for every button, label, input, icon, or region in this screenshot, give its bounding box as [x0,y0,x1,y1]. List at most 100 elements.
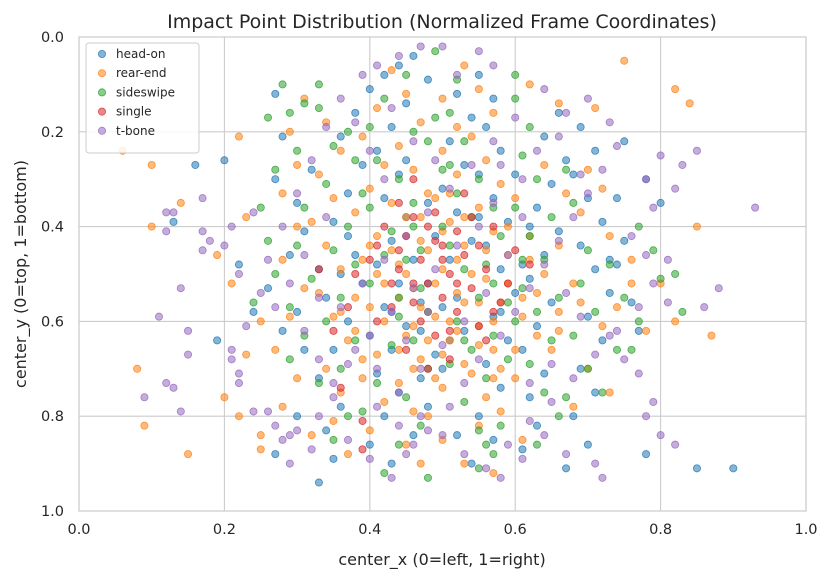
data-point [285,431,294,440]
data-point [489,345,498,354]
data-point [576,298,585,307]
data-point [445,108,454,117]
data-point [329,416,338,425]
data-point [278,402,287,411]
data-point [569,279,578,288]
data-point [213,336,222,345]
data-point [431,208,440,217]
data-point [460,241,469,250]
data-point [423,137,432,146]
data-point [453,189,462,198]
data-point [394,142,403,151]
data-point [322,317,331,326]
data-point [431,279,440,288]
data-point [256,431,265,440]
data-point [293,307,302,316]
data-point [525,274,534,283]
data-point [322,426,331,435]
data-point [365,184,374,193]
data-point [489,198,498,207]
data-point [271,450,280,459]
data-point [503,251,512,260]
data-point [373,104,382,113]
data-point [365,241,374,250]
data-point [431,331,440,340]
data-point [663,298,672,307]
data-point [402,232,411,241]
data-point [307,165,316,174]
data-point [729,464,738,473]
data-point [547,360,556,369]
data-point [453,227,462,236]
data-point [249,307,258,316]
data-point [380,412,389,421]
data-point [649,397,658,406]
data-point [220,156,229,165]
data-point [692,222,701,231]
data-point [656,274,665,283]
data-point [176,407,185,416]
data-point [518,435,527,444]
data-point [423,279,432,288]
data-point [336,94,345,103]
data-point [518,445,527,454]
data-point [394,388,403,397]
data-point [423,336,432,345]
data-point [373,317,382,326]
data-point [562,108,571,117]
data-point [540,85,549,94]
data-point [460,189,469,198]
data-point [620,236,629,245]
data-point [489,450,498,459]
data-point [714,284,723,293]
data-point [402,322,411,331]
data-point [387,307,396,316]
data-point [438,165,447,174]
data-point [351,156,360,165]
data-point [474,47,483,56]
data-point [547,345,556,354]
data-point [525,360,534,369]
data-point [351,108,360,117]
data-point [409,222,418,231]
data-point [322,123,331,132]
data-point [307,217,316,226]
data-point [431,265,440,274]
data-point [365,440,374,449]
data-point [293,241,302,250]
data-point [205,236,214,245]
data-point [496,146,505,155]
data-point [140,421,149,430]
data-point [191,160,200,169]
data-point [569,374,578,383]
data-point [445,269,454,278]
series-head-on [169,51,738,487]
data-point [380,303,389,312]
data-point [416,355,425,364]
data-point [474,412,483,421]
data-point [583,165,592,174]
data-point [234,412,243,421]
data-point [423,189,432,198]
data-point [271,175,280,184]
plot-frame [78,36,807,512]
data-point [612,303,621,312]
data-point [467,236,476,245]
data-point [416,284,425,293]
data-point [394,379,403,388]
series-single [314,175,534,454]
data-point [423,75,432,84]
legend-label: sideswipe [116,85,175,99]
data-point [380,317,389,326]
data-point [373,364,382,373]
data-point [431,156,440,165]
data-point [634,222,643,231]
data-point [620,56,629,65]
data-point [409,137,418,146]
data-point [445,402,454,411]
data-point [533,421,542,430]
data-point [482,440,491,449]
data-point [438,431,447,440]
data-point [489,435,498,444]
data-point [511,113,520,122]
